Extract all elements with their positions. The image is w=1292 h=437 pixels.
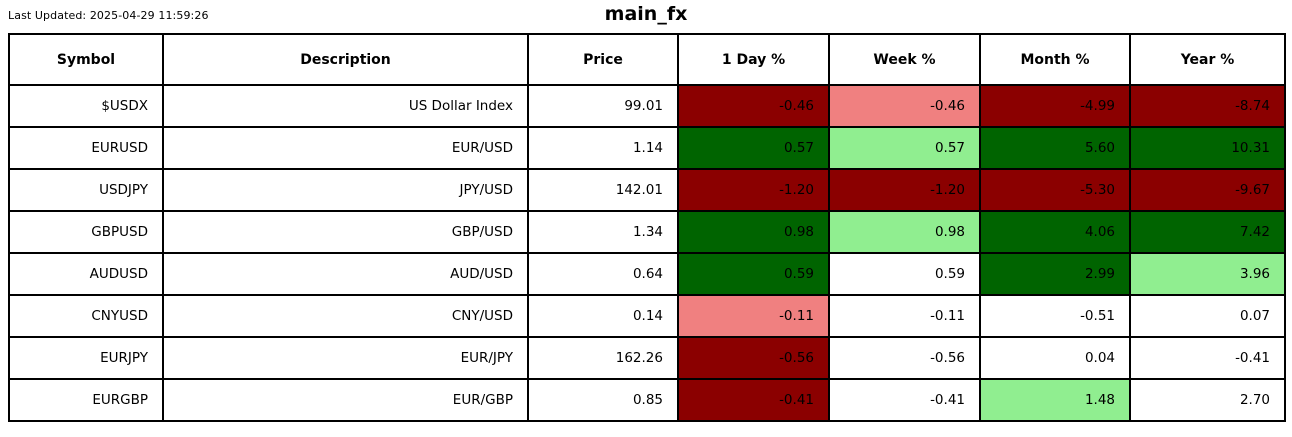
- description-cell: EUR/JPY: [162, 336, 529, 380]
- price-cell: 99.01: [527, 84, 679, 128]
- price-cell: 1.34: [527, 210, 679, 254]
- table-row: AUDUSD AUD/USD 0.64 0.59 0.59 2.99 3.96: [8, 252, 1286, 296]
- day-change-cell: -1.20: [677, 168, 830, 212]
- month-change-cell: 2.99: [979, 252, 1131, 296]
- day-change-cell: -0.11: [677, 294, 830, 338]
- week-change-cell: -0.46: [828, 84, 981, 128]
- table-row: EURUSD EUR/USD 1.14 0.57 0.57 5.60 10.31: [8, 126, 1286, 170]
- table-row: EURGBP EUR/GBP 0.85 -0.41 -0.41 1.48 2.7…: [8, 378, 1286, 422]
- year-change-cell: -9.67: [1129, 168, 1286, 212]
- day-change-cell: -0.46: [677, 84, 830, 128]
- price-cell: 0.64: [527, 252, 679, 296]
- description-cell: AUD/USD: [162, 252, 529, 296]
- day-change-cell: 0.57: [677, 126, 830, 170]
- symbol-cell: AUDUSD: [8, 252, 164, 296]
- column-header-year: Year %: [1129, 33, 1286, 86]
- table-row: USDJPY JPY/USD 142.01 -1.20 -1.20 -5.30 …: [8, 168, 1286, 212]
- day-change-cell: -0.41: [677, 378, 830, 422]
- table-row: CNYUSD CNY/USD 0.14 -0.11 -0.11 -0.51 0.…: [8, 294, 1286, 338]
- month-change-cell: 5.60: [979, 126, 1131, 170]
- year-change-cell: -0.41: [1129, 336, 1286, 380]
- week-change-cell: -1.20: [828, 168, 981, 212]
- symbol-cell: GBPUSD: [8, 210, 164, 254]
- table-row: $USDX US Dollar Index 99.01 -0.46 -0.46 …: [8, 84, 1286, 128]
- year-change-cell: 0.07: [1129, 294, 1286, 338]
- last-updated-timestamp: Last Updated: 2025-04-29 11:59:26: [8, 9, 209, 22]
- symbol-cell: $USDX: [8, 84, 164, 128]
- month-change-cell: -5.30: [979, 168, 1131, 212]
- month-change-cell: 1.48: [979, 378, 1131, 422]
- year-change-cell: 10.31: [1129, 126, 1286, 170]
- price-cell: 0.85: [527, 378, 679, 422]
- price-cell: 162.26: [527, 336, 679, 380]
- year-change-cell: -8.74: [1129, 84, 1286, 128]
- column-header-week: Week %: [828, 33, 981, 86]
- symbol-cell: EURGBP: [8, 378, 164, 422]
- description-cell: EUR/GBP: [162, 378, 529, 422]
- week-change-cell: 0.98: [828, 210, 981, 254]
- price-cell: 1.14: [527, 126, 679, 170]
- week-change-cell: -0.41: [828, 378, 981, 422]
- column-header-description: Description: [162, 33, 529, 86]
- week-change-cell: -0.11: [828, 294, 981, 338]
- symbol-cell: CNYUSD: [8, 294, 164, 338]
- table-row: EURJPY EUR/JPY 162.26 -0.56 -0.56 0.04 -…: [8, 336, 1286, 380]
- month-change-cell: -4.99: [979, 84, 1131, 128]
- price-cell: 142.01: [527, 168, 679, 212]
- column-header-symbol: Symbol: [8, 33, 164, 86]
- column-header-day: 1 Day %: [677, 33, 830, 86]
- year-change-cell: 2.70: [1129, 378, 1286, 422]
- day-change-cell: -0.56: [677, 336, 830, 380]
- table-row: GBPUSD GBP/USD 1.34 0.98 0.98 4.06 7.42: [8, 210, 1286, 254]
- description-cell: CNY/USD: [162, 294, 529, 338]
- column-header-price: Price: [527, 33, 679, 86]
- day-change-cell: 0.59: [677, 252, 830, 296]
- column-header-month: Month %: [979, 33, 1131, 86]
- day-change-cell: 0.98: [677, 210, 830, 254]
- symbol-cell: USDJPY: [8, 168, 164, 212]
- description-cell: GBP/USD: [162, 210, 529, 254]
- description-cell: US Dollar Index: [162, 84, 529, 128]
- price-cell: 0.14: [527, 294, 679, 338]
- month-change-cell: 0.04: [979, 336, 1131, 380]
- description-cell: JPY/USD: [162, 168, 529, 212]
- week-change-cell: 0.57: [828, 126, 981, 170]
- month-change-cell: -0.51: [979, 294, 1131, 338]
- year-change-cell: 3.96: [1129, 252, 1286, 296]
- week-change-cell: 0.59: [828, 252, 981, 296]
- page-title: main_fx: [604, 3, 688, 25]
- symbol-cell: EURUSD: [8, 126, 164, 170]
- description-cell: EUR/USD: [162, 126, 529, 170]
- fx-rates-table: Symbol Description Price 1 Day % Week % …: [8, 33, 1286, 422]
- week-change-cell: -0.56: [828, 336, 981, 380]
- symbol-cell: EURJPY: [8, 336, 164, 380]
- header-row: Symbol Description Price 1 Day % Week % …: [8, 33, 1286, 86]
- year-change-cell: 7.42: [1129, 210, 1286, 254]
- month-change-cell: 4.06: [979, 210, 1131, 254]
